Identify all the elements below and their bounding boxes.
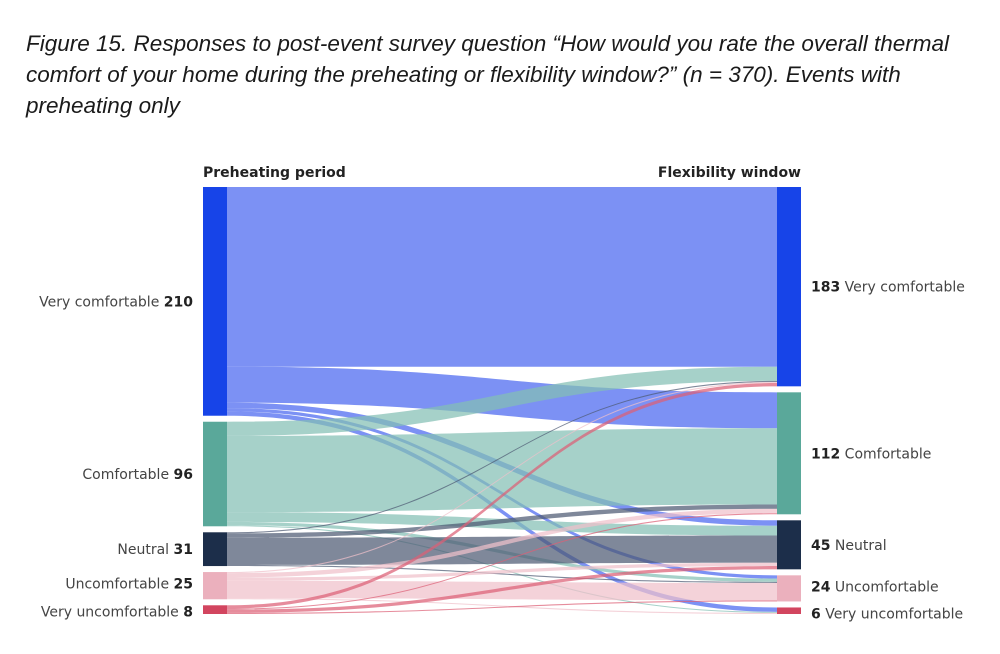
left-label-very-comfortable: Very comfortable 210 bbox=[39, 294, 193, 310]
left-node-uncomfortable bbox=[203, 572, 227, 600]
figure-caption: Figure 15. Responses to post-event surve… bbox=[26, 31, 949, 118]
flow-neutral-to-comfortable bbox=[227, 504, 777, 538]
flow-very-comfortable-to-very-comfortable bbox=[227, 187, 777, 367]
labels-layer: Very comfortable 210 Comfortable 96 Neutra… bbox=[39, 165, 965, 623]
left-label-neutral: Neutral 31 bbox=[117, 542, 193, 558]
flow-very-uncomfortable-to-very-comfortable bbox=[227, 383, 777, 609]
flow-neutral-to-very-comfortable bbox=[227, 380, 777, 534]
flow-very-uncomfortable-to-uncomfortable bbox=[227, 600, 777, 614]
left-label-very-uncomfortable: Very uncomfortable 8 bbox=[41, 605, 193, 621]
flow-uncomfortable-to-comfortable bbox=[227, 508, 777, 578]
flow-uncomfortable-to-very-uncomfortable bbox=[227, 598, 777, 614]
flow-neutral-to-neutral bbox=[227, 535, 777, 565]
left-node-very-uncomfortable bbox=[203, 605, 227, 614]
nodes-layer bbox=[203, 187, 801, 614]
right-node-very-comfortable bbox=[777, 187, 801, 387]
flow-very-comfortable-to-very-uncomfortable bbox=[227, 411, 777, 612]
right-node-uncomfortable bbox=[777, 575, 801, 602]
right-label-very-comfortable: 183 Very comfortable bbox=[811, 280, 965, 296]
left-label-uncomfortable: Uncomfortable 25 bbox=[65, 577, 193, 593]
column-title-right: Flexibility window bbox=[658, 165, 801, 181]
flow-comfortable-to-neutral bbox=[227, 512, 777, 536]
flows-layer bbox=[227, 187, 777, 614]
column-title-left: Preheating period bbox=[203, 165, 346, 181]
flow-comfortable-to-very-uncomfortable bbox=[227, 525, 777, 613]
right-node-comfortable bbox=[777, 392, 801, 515]
left-node-comfortable bbox=[203, 421, 227, 527]
flow-comfortable-to-comfortable bbox=[227, 428, 777, 513]
left-label-comfortable: Comfortable 96 bbox=[82, 467, 193, 483]
flow-neutral-to-uncomfortable bbox=[227, 564, 777, 583]
right-node-neutral bbox=[777, 520, 801, 570]
right-label-very-uncomfortable: 6 Very uncomfortable bbox=[811, 607, 963, 623]
left-node-neutral bbox=[203, 532, 227, 567]
right-label-uncomfortable: 24 Uncomfortable bbox=[811, 579, 939, 595]
flow-comfortable-to-very-comfortable bbox=[227, 366, 777, 436]
left-node-very-comfortable bbox=[203, 187, 227, 416]
flow-uncomfortable-to-neutral bbox=[227, 562, 777, 581]
right-label-comfortable: 112 Comfortable bbox=[811, 446, 931, 462]
flow-very-uncomfortable-to-comfortable bbox=[227, 513, 777, 610]
right-label-neutral: 45 Neutral bbox=[811, 538, 887, 554]
right-node-very-uncomfortable bbox=[777, 607, 801, 614]
flow-uncomfortable-to-very-comfortable bbox=[227, 381, 777, 574]
flow-very-uncomfortable-to-neutral bbox=[227, 566, 777, 613]
